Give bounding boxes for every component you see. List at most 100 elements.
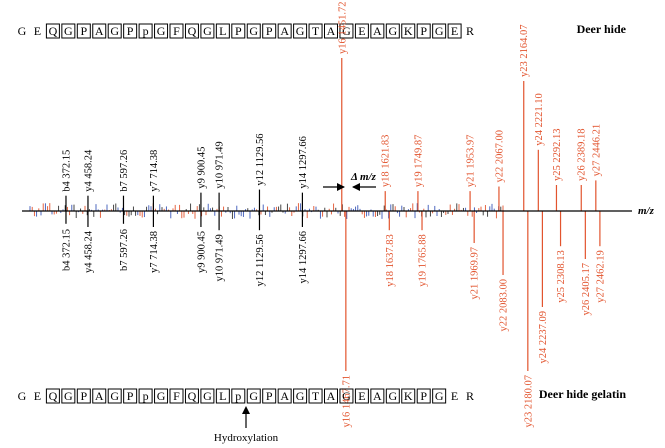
sequence-residue: A [280, 24, 289, 38]
sequence-residue: P [420, 389, 427, 403]
top-peak-label: b7 597.26 [119, 150, 130, 192]
sequence-residue: E [34, 389, 41, 403]
hydroxylation-arrowhead [242, 406, 250, 414]
sequence-box [215, 388, 230, 404]
top-peak-label: y9 900.45 [196, 147, 207, 189]
sequence-box [61, 388, 76, 404]
sequence-box [123, 388, 138, 404]
bottom-peak-label: y24 2237.09 [538, 311, 549, 364]
sequence-residue: G [64, 24, 73, 38]
sequence-residue: P [80, 24, 87, 38]
sequence-residue: E [451, 389, 458, 403]
sequence-box [293, 23, 308, 39]
sequence-residue: G [157, 24, 166, 38]
sequence-residue: A [373, 24, 382, 38]
bottom-peak-label: y14 1297.66 [298, 231, 309, 284]
sequence-residue: Q [188, 24, 197, 38]
sequence-box [262, 23, 277, 39]
top-spectrum-peaks [65, 58, 597, 211]
sequence-residue: G [249, 389, 258, 403]
sequence-residue: Q [188, 389, 197, 403]
sequence-residue: P [127, 389, 134, 403]
sequence-residue: P [80, 389, 87, 403]
sequence-box [200, 388, 215, 404]
sequence-box [45, 388, 60, 404]
sequence-box [432, 23, 447, 39]
sequence-box [370, 23, 385, 39]
sequence-residue: E [451, 24, 458, 38]
sequence-box [231, 388, 246, 404]
sequence-box [401, 23, 416, 39]
sequence-residue: F [173, 389, 180, 403]
bottom-peak-label: y16 1467.71 [341, 375, 352, 428]
sequence-box [184, 388, 199, 404]
sequence-box [308, 388, 323, 404]
bottom-peak-label: y25 2308.13 [556, 250, 567, 303]
sequence-box [215, 23, 230, 39]
sequence-box [76, 23, 91, 39]
sequence-box [324, 23, 338, 39]
sequence-residue: P [420, 24, 427, 38]
sequence-box [184, 23, 199, 39]
sequence-residue: L [219, 389, 226, 403]
sequence-residue: E [358, 24, 365, 38]
hydroxylation-annotation: Hydroxylation [214, 406, 279, 444]
sequence-box [308, 23, 323, 39]
bottom-peak-label: b7 597.26 [119, 229, 130, 271]
sequence-residue: A [327, 389, 336, 403]
top-peak-label: y12 1129.56 [255, 133, 266, 185]
bottom-peak-label: y7 714.38 [149, 231, 160, 273]
sequence-box [169, 23, 184, 39]
bottom-peak-label: y9 900.45 [196, 231, 207, 273]
sequence-box [200, 23, 215, 39]
sequence-residue: T [312, 24, 320, 38]
top-peak-label: y16 1451.72 [337, 2, 348, 55]
sequence-residue: G [18, 24, 27, 38]
sequence-residue: G [110, 389, 119, 403]
sequence-box [154, 388, 169, 404]
sequence-residue: K [404, 24, 413, 38]
sequence-residue: G [342, 389, 351, 403]
sequence-residue: G [18, 389, 27, 403]
sequence-residue: p [235, 389, 241, 403]
sequence-box [107, 388, 122, 404]
sequence-residue: R [466, 389, 474, 403]
sequence-residue: G [64, 389, 73, 403]
sequence-residue: A [280, 389, 289, 403]
sequence-box [92, 388, 107, 404]
sequence-box [432, 388, 447, 404]
sequence-residue: G [203, 24, 212, 38]
delta-right-arrowhead [352, 183, 360, 191]
sequence-box [231, 23, 246, 39]
sequence-box [339, 23, 354, 39]
sequence-box [354, 23, 369, 39]
sequence-residue: R [466, 24, 474, 38]
bottom-peak-labels: b4 372.15 y4 458.24 b7 597.26 y7 714.38 y9 9… [61, 229, 606, 428]
sequence-residue: Q [49, 24, 58, 38]
sequence-box [354, 388, 369, 404]
sequence-box [76, 388, 91, 404]
sequence-residue: G [157, 389, 166, 403]
bottom-peak-label: y27 2462.19 [595, 250, 606, 303]
delta-mz-annotation: Δ m/z [323, 171, 377, 191]
sequence-box [262, 388, 277, 404]
hydroxylation-label: Hydroxylation [214, 432, 279, 444]
top-peak-label: y27 2446.21 [591, 124, 602, 177]
sequence-residue: G [435, 24, 444, 38]
sequence-residue: T [312, 389, 320, 403]
sequence-residue: K [404, 389, 413, 403]
sequence-box [277, 23, 292, 39]
top-peak-label: y18 1621.83 [381, 135, 392, 188]
bottom-peak-label: y23 2180.07 [523, 375, 534, 428]
sequence-residue: G [249, 24, 258, 38]
sequence-box [123, 23, 138, 39]
sequence-box [92, 23, 107, 39]
bottom-peak-label: y12 1129.56 [255, 234, 266, 286]
top-peak-label: y26 2389.18 [577, 128, 588, 181]
sequence-box [246, 388, 261, 404]
sequence-box [277, 388, 292, 404]
top-peak-label: y24 2221.10 [534, 93, 545, 146]
bottom-spectrum-peaks [65, 211, 601, 371]
sequence-box [416, 23, 431, 39]
